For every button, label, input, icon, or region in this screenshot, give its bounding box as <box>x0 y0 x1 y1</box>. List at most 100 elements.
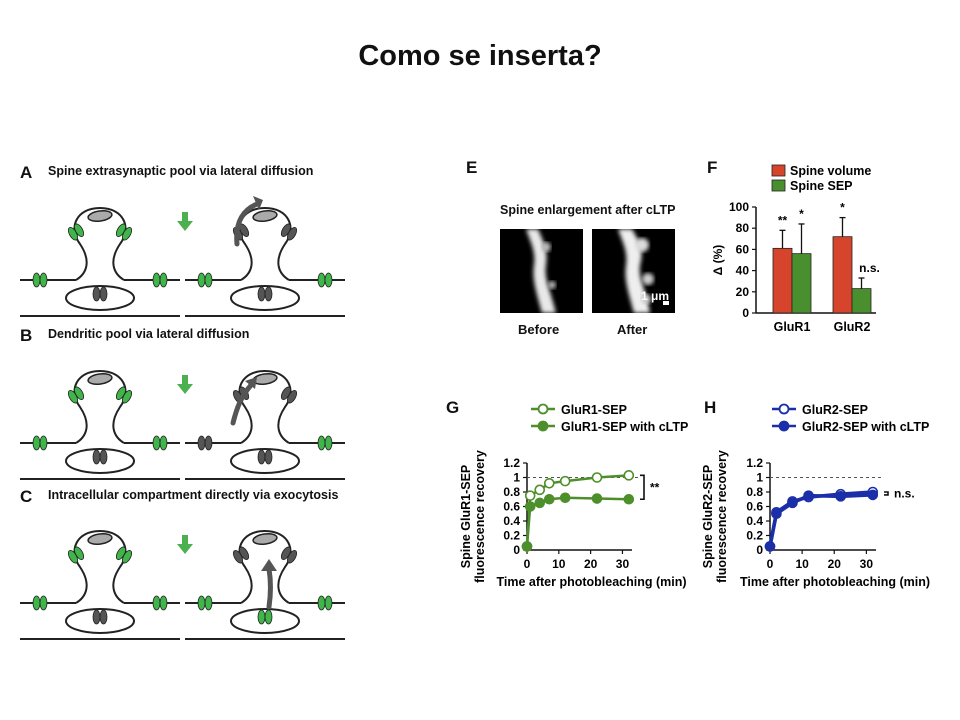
legend-marker-0 <box>778 403 790 415</box>
receptor-dendrite-left <box>32 272 48 288</box>
receptor-head-left <box>67 386 85 404</box>
receptor-dendrite-left <box>197 272 213 288</box>
y-tick-label: 0.8 <box>503 485 520 499</box>
data-point-1-4 <box>559 492 571 504</box>
y-tick-label: 0.6 <box>503 500 520 514</box>
y-tick-label: 60 <box>736 242 750 256</box>
significance-label: n.s. <box>894 486 915 500</box>
legend-label-1: GluR2-SEP with cLTP <box>802 420 929 434</box>
panel-g-letter: G <box>446 398 460 417</box>
y-axis-label: Δ (%) <box>711 245 725 276</box>
spine-diagram-4 <box>19 530 181 640</box>
receptor-intracellular <box>257 609 273 625</box>
data-point-1-3 <box>803 490 814 501</box>
receptor-dendrite-left <box>32 435 48 451</box>
y-tick-label: 20 <box>736 285 750 299</box>
panel-c-letter: C <box>20 487 33 506</box>
panel-c-caption: Intracellular compartment directly via e… <box>48 488 339 502</box>
significance-bracket <box>640 474 645 501</box>
y-tick-label: 80 <box>736 221 750 235</box>
transition-arrow-icon <box>177 212 193 231</box>
y-tick-label: 0 <box>742 306 749 320</box>
receptor-head-right <box>280 546 298 564</box>
data-point-1-0 <box>764 541 776 552</box>
trafficking-arrow-head <box>245 377 257 389</box>
panel-a-letter: A <box>20 163 33 182</box>
receptor-dendrite-left <box>197 435 213 451</box>
micrograph-before <box>500 229 583 313</box>
receptor-dendrite-right <box>317 435 333 451</box>
y-tick-label: 0.6 <box>746 500 763 514</box>
x-axis-label: Time after photobleaching (min) <box>496 575 686 589</box>
x-tick-label: 30 <box>860 557 874 571</box>
transition-arrow-icon <box>177 535 193 554</box>
legend-label-0: Spine volume <box>790 164 871 178</box>
legend-swatch-1 <box>771 179 786 192</box>
receptor-dendrite-right <box>152 435 168 451</box>
legend-swatch-0 <box>771 164 786 177</box>
y-tick-label: 1 <box>756 471 763 485</box>
series-line-0 <box>768 490 873 547</box>
data-point-1-4 <box>835 491 846 502</box>
trafficking-arrow <box>230 382 254 426</box>
legend-marker-1 <box>778 420 790 432</box>
panel-h-letter: H <box>704 398 717 417</box>
receptor-head-left <box>67 223 85 241</box>
spine-diagram-1 <box>184 196 346 317</box>
data-point-0-4 <box>559 475 571 487</box>
x-tick-label: 0 <box>767 557 774 571</box>
spine-diagram-2 <box>19 370 181 480</box>
receptor-dendrite-right <box>317 595 333 611</box>
receptor-dendrite-left <box>197 595 213 611</box>
significance-label: ** <box>778 213 788 227</box>
receptor-intracellular <box>257 286 273 302</box>
data-point-0-2 <box>534 484 546 496</box>
receptor-dendrite-right <box>317 272 333 288</box>
legend-label-1: GluR1-SEP with cLTP <box>561 420 688 434</box>
y-tick-label: 40 <box>736 264 750 278</box>
after-label: After <box>617 322 648 337</box>
data-point-0-3 <box>543 478 555 489</box>
x-tick-label: 10 <box>552 557 566 571</box>
significance-label: * <box>840 201 845 215</box>
panel-e-letter: E <box>466 158 478 177</box>
data-point-1-5 <box>867 489 879 501</box>
bar-GluR1-0 <box>772 247 793 314</box>
legend-label-0: GluR2-SEP <box>802 403 868 417</box>
receptor-intracellular <box>92 286 108 302</box>
bar-GluR2-0 <box>832 236 853 314</box>
trafficking-schematics <box>19 196 346 640</box>
trafficking-arrow-head <box>261 559 277 571</box>
y-tick-label: 0.2 <box>746 529 763 543</box>
x-category-label: GluR2 <box>834 320 871 334</box>
receptor-dendrite-right <box>152 272 168 288</box>
x-tick-label: 0 <box>524 557 531 571</box>
x-tick-label: 20 <box>828 557 842 571</box>
x-tick-label: 10 <box>795 557 809 571</box>
panel-f-letter: F <box>707 158 718 177</box>
y-tick-label: 0.8 <box>746 485 763 499</box>
data-point-1-6 <box>623 493 635 505</box>
y-tick-label: 0.2 <box>503 529 520 543</box>
y-tick-label: 100 <box>729 200 749 214</box>
receptor-intracellular <box>257 449 273 465</box>
panel-e-caption: Spine enlargement after cLTP <box>500 203 676 217</box>
significance-label: n.s. <box>859 261 880 275</box>
y-tick-label: 0 <box>756 543 763 557</box>
slide-title: Como se inserta? <box>358 40 602 72</box>
data-point-1-2 <box>534 497 546 509</box>
significance-label: ** <box>650 480 660 494</box>
receptor-head-right <box>280 223 298 241</box>
trafficking-arrow-head <box>253 196 263 210</box>
transition-arrow-icon <box>177 375 193 394</box>
receptor-head-right <box>115 223 133 241</box>
data-point-1-0 <box>521 541 533 552</box>
legend-marker-1 <box>537 420 549 432</box>
panel-b-caption: Dendritic pool via lateral diffusion <box>48 327 250 341</box>
y-tick-label: 1 <box>513 471 520 485</box>
data-point-0-5 <box>591 472 603 483</box>
x-tick-label: 20 <box>584 557 598 571</box>
receptor-head-right <box>115 546 133 564</box>
data-point-1-3 <box>543 493 555 505</box>
